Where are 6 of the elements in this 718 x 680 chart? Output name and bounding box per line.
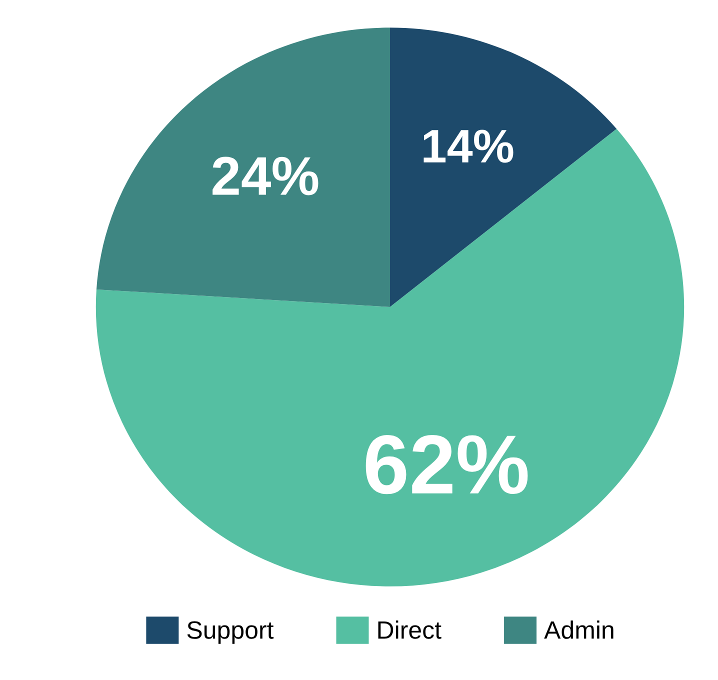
data-label: 14% xyxy=(424,130,514,163)
data-label: 24% xyxy=(212,156,318,196)
legend-label: Direct xyxy=(378,620,442,639)
legend-label: Admin xyxy=(544,620,614,639)
legend-label: Support xyxy=(187,621,274,644)
data-label: 62% xyxy=(366,435,528,494)
